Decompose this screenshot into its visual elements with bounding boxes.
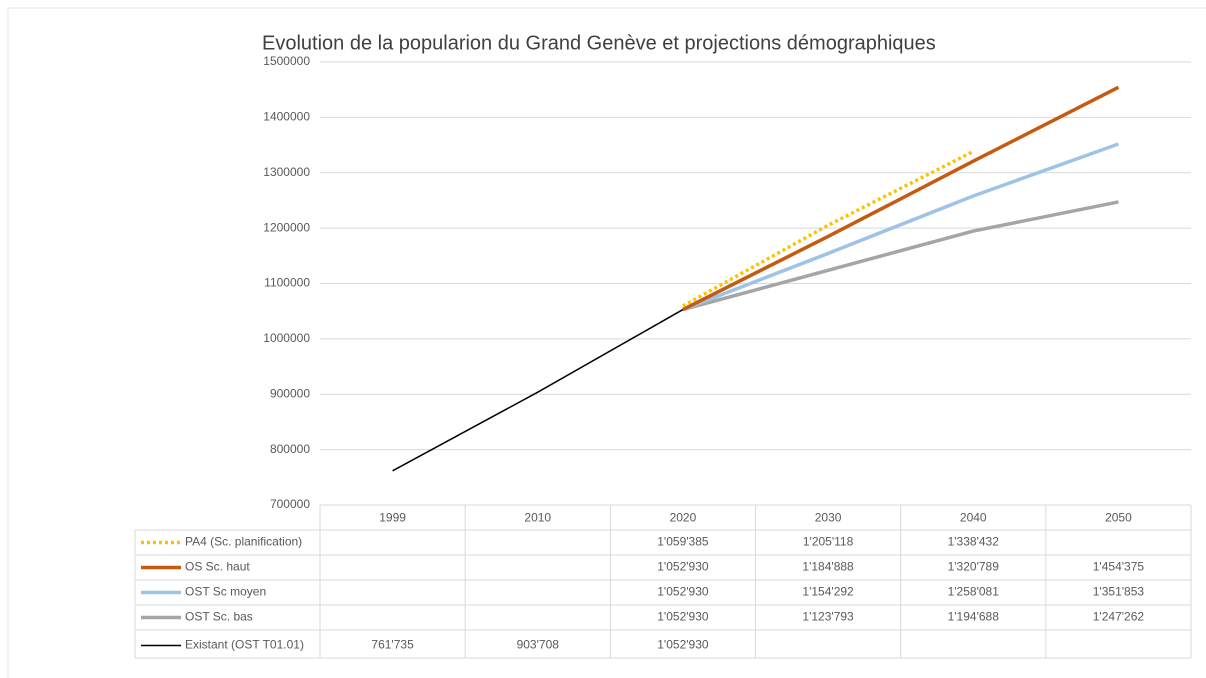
table-value: 1'258'081 bbox=[948, 585, 1000, 599]
x-tick-label: 2020 bbox=[670, 511, 697, 525]
table-value: 761'735 bbox=[371, 638, 414, 652]
table-value: 1'052'930 bbox=[657, 610, 709, 624]
x-tick-label: 2010 bbox=[524, 511, 551, 525]
table-value: 1'184'888 bbox=[802, 560, 854, 574]
table-value: 1'194'688 bbox=[948, 610, 1000, 624]
y-tick-label: 1300000 bbox=[263, 165, 310, 179]
table-value: 1'052'930 bbox=[657, 560, 709, 574]
table-value: 1'338'432 bbox=[948, 535, 1000, 549]
table-value: 1'454'375 bbox=[1093, 560, 1145, 574]
y-tick-label: 1500000 bbox=[263, 54, 310, 68]
table-value: 1'247'262 bbox=[1093, 610, 1145, 624]
legend-label: OS Sc. haut bbox=[185, 560, 250, 574]
legend-label: OST Sc moyen bbox=[185, 585, 266, 599]
legend-label: OST Sc. bas bbox=[185, 610, 253, 624]
table-value: 1'320'789 bbox=[948, 560, 1000, 574]
series-line bbox=[682, 149, 975, 308]
x-tick-label: 2030 bbox=[815, 511, 842, 525]
x-tick-label: 2040 bbox=[960, 511, 987, 525]
y-tick-label: 1000000 bbox=[263, 331, 310, 345]
table-value: 1'205'118 bbox=[803, 535, 854, 549]
legend-label: Existant (OST T01.01) bbox=[185, 638, 304, 652]
y-tick-label: 1100000 bbox=[264, 276, 310, 290]
y-tick-label: 700000 bbox=[270, 497, 310, 511]
series-line bbox=[682, 200, 1119, 312]
chart-title: Evolution de la popularion du Grand Genè… bbox=[262, 32, 936, 54]
series-line bbox=[392, 308, 684, 472]
x-tick-label: 1999 bbox=[379, 511, 406, 525]
table-value: 1'351'853 bbox=[1093, 585, 1145, 599]
table-value: 1'123'793 bbox=[802, 610, 854, 624]
table-value: 903'708 bbox=[517, 638, 560, 652]
table-value: 1'059'385 bbox=[657, 535, 709, 549]
y-tick-label: 1400000 bbox=[263, 110, 310, 124]
legend-label: PA4 (Sc. planification) bbox=[185, 535, 302, 549]
table-value: 1'052'930 bbox=[657, 585, 709, 599]
series-line bbox=[682, 85, 1120, 312]
y-tick-label: 1200000 bbox=[263, 220, 310, 234]
x-tick-label: 2050 bbox=[1105, 511, 1132, 525]
series-line bbox=[682, 142, 1120, 312]
table-value: 1'052'930 bbox=[657, 638, 709, 652]
table-value: 1'154'292 bbox=[802, 585, 854, 599]
y-tick-label: 800000 bbox=[270, 442, 310, 456]
y-tick-label: 900000 bbox=[270, 386, 310, 400]
